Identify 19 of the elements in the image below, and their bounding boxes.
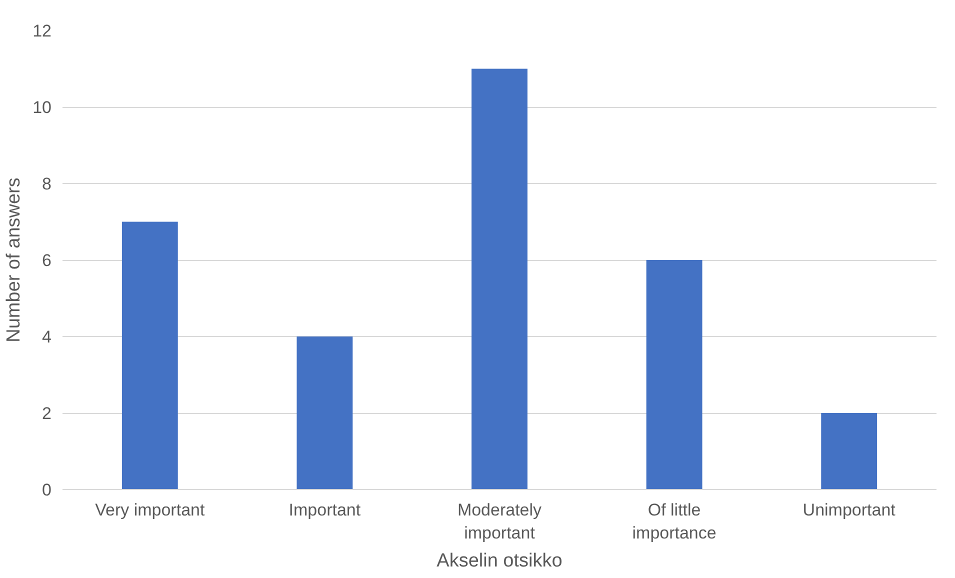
x-tick-label: Moderately important [457, 500, 542, 542]
y-axis-title: Number of answers [4, 178, 25, 342]
bar [646, 260, 702, 490]
x-axis-title: Akselin otsikko [436, 550, 562, 572]
x-tick-label: Of little importance [632, 500, 716, 542]
bar [472, 68, 528, 490]
bar [821, 413, 878, 490]
x-tick-label: Unimportant [802, 500, 896, 520]
bar [122, 222, 178, 490]
x-tick-label: Important [288, 500, 361, 520]
bar [296, 336, 353, 490]
y-tick-label: 2 [42, 404, 52, 423]
x-tick-label: Very important [95, 500, 205, 520]
y-tick-label: 6 [42, 251, 52, 270]
y-tick-label: 12 [32, 22, 52, 40]
y-tick-label: 8 [42, 174, 52, 194]
y-tick-label: 4 [42, 328, 52, 346]
y-tick-label: 0 [42, 480, 52, 500]
y-tick-label: 10 [32, 98, 52, 117]
